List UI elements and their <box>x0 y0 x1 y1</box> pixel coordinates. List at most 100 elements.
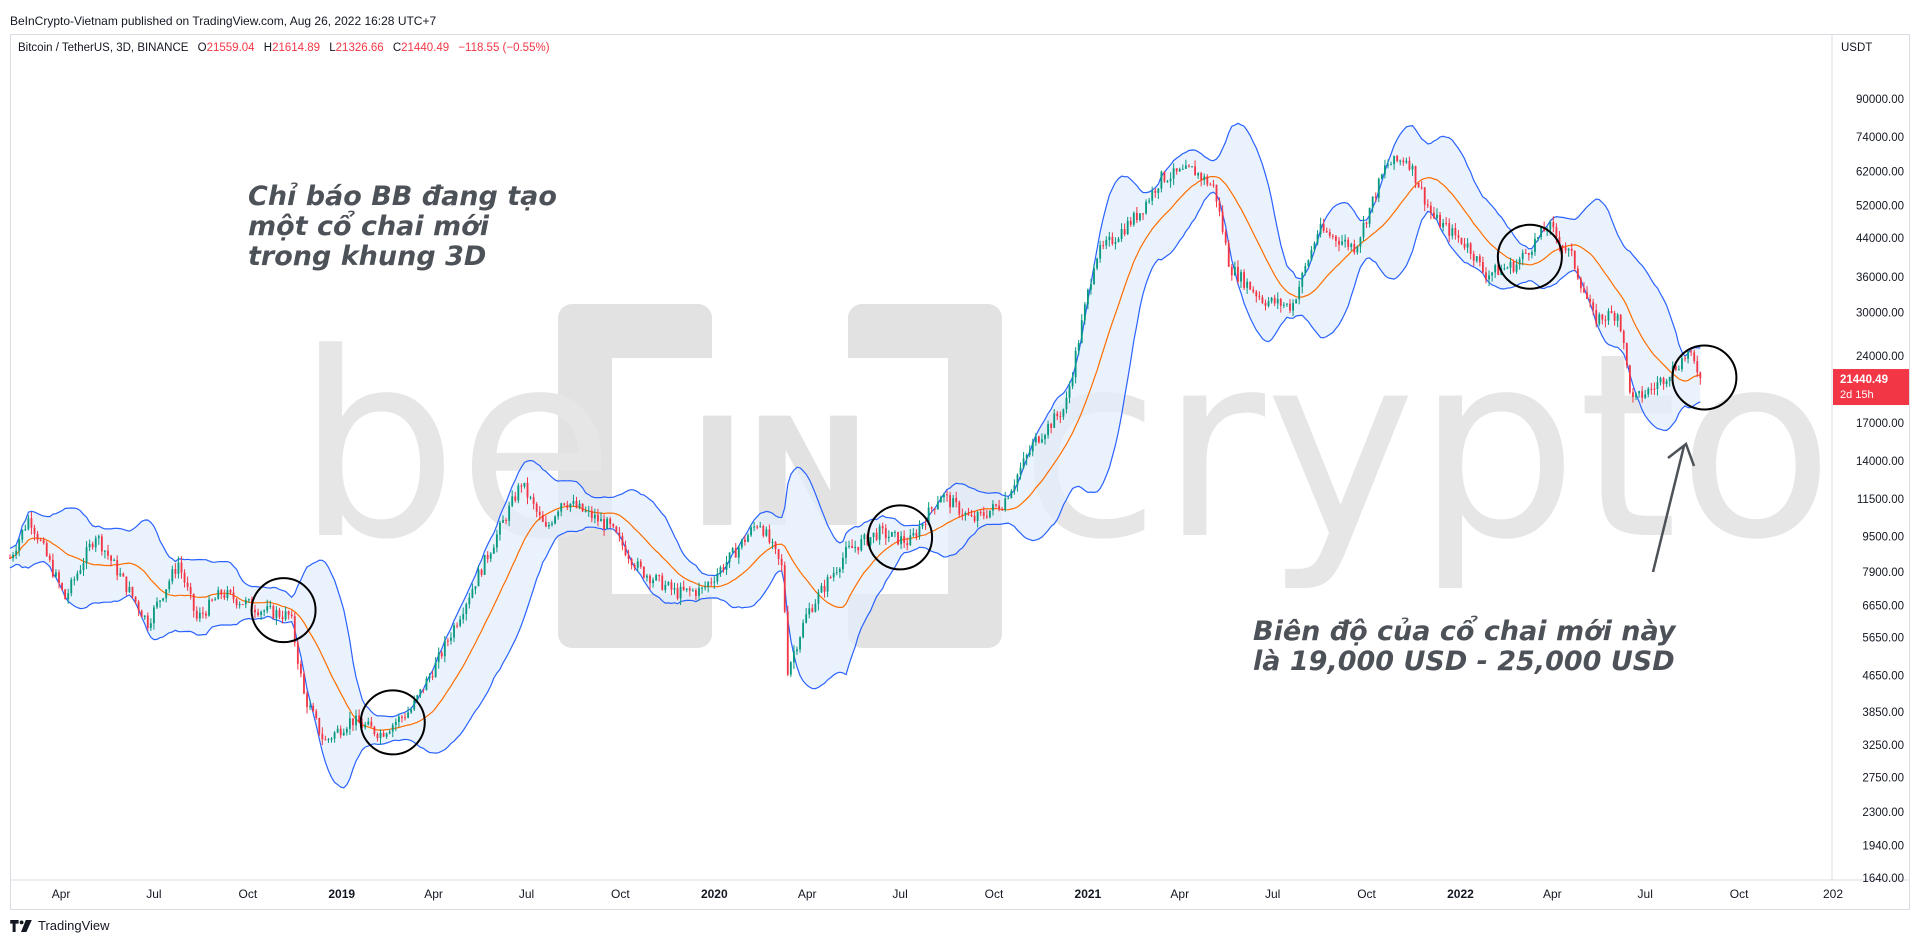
candle-body <box>226 590 229 598</box>
candle-body <box>811 608 814 612</box>
candle-body <box>425 678 428 691</box>
candle-body <box>1243 272 1245 288</box>
candle-body <box>1258 296 1261 298</box>
candle-body <box>1215 184 1218 202</box>
candle-body <box>915 533 918 537</box>
candle-body <box>1647 388 1650 395</box>
x-tick-label: Oct <box>1730 887 1749 901</box>
bollinger-basis-line <box>9 175 1701 731</box>
squeeze-circle <box>250 577 317 644</box>
candle-body <box>927 507 930 525</box>
candle-body <box>1111 236 1114 244</box>
candle-body <box>1328 232 1331 236</box>
candle-body <box>1552 222 1555 228</box>
candle-body <box>434 662 437 678</box>
candle-body <box>988 510 991 518</box>
candle-body <box>1610 311 1613 313</box>
candle-body <box>1687 351 1689 359</box>
candle-body <box>1478 256 1481 263</box>
candle-body <box>238 604 241 606</box>
candle-body <box>299 663 302 674</box>
publisher-line: BeInCrypto-Vietnam published on TradingV… <box>10 14 437 28</box>
candle-body <box>1188 165 1190 167</box>
candle-body <box>881 526 884 529</box>
candle-body <box>995 504 997 506</box>
candle-body <box>1099 245 1102 259</box>
candle-body <box>373 726 376 735</box>
candle-body <box>1362 222 1365 238</box>
candle-body <box>352 718 354 726</box>
candle-body <box>875 532 878 540</box>
candle-body <box>777 549 780 559</box>
y-tick-label: 44000.00 <box>1856 233 1904 245</box>
candle-body <box>808 608 811 615</box>
candle-body <box>1677 369 1680 371</box>
candle-body <box>324 739 327 741</box>
candle-body <box>1197 173 1200 176</box>
candle-body <box>1139 213 1141 221</box>
candle-body <box>569 503 572 508</box>
candle-body <box>535 503 538 512</box>
candle-body <box>731 548 734 553</box>
candle-body <box>1184 165 1187 169</box>
candle-body <box>1086 289 1089 305</box>
candle-body <box>1145 201 1147 214</box>
footer[interactable]: TradingView <box>10 918 110 933</box>
candle-body <box>933 508 936 510</box>
candle-body <box>260 611 263 615</box>
annotation-right-line: Biên độ của cổ chai mới này <box>1253 616 1676 647</box>
candle-body <box>437 652 440 663</box>
candle-body <box>1114 241 1117 244</box>
x-tick-label: 2020 <box>701 887 728 901</box>
candle-body <box>1347 239 1350 247</box>
y-tick-label: 2750.00 <box>1862 772 1904 784</box>
y-tick-label: 11500.00 <box>1857 494 1904 506</box>
candle-body <box>1001 509 1004 511</box>
candle-body <box>924 524 927 526</box>
candle-body <box>1148 200 1151 202</box>
candle-body <box>1077 342 1080 351</box>
candle-body <box>1537 236 1539 239</box>
squeeze-circle <box>867 504 934 571</box>
candle-body <box>1059 416 1062 418</box>
candle-body <box>878 526 881 540</box>
candle-body <box>909 535 912 546</box>
candle-body <box>1543 227 1546 232</box>
candle-body <box>1255 291 1258 297</box>
y-tick-label: 62000.00 <box>1856 167 1904 179</box>
candle-body <box>1191 166 1193 168</box>
candle-body <box>1641 391 1644 398</box>
candle-body <box>24 529 27 531</box>
candle-body <box>1279 298 1282 306</box>
candle-body <box>1497 265 1500 275</box>
candle-body <box>820 585 823 593</box>
candle-body <box>1512 261 1515 272</box>
candle-body <box>1377 178 1380 198</box>
candle-body <box>110 555 112 561</box>
candle-body <box>1439 214 1441 228</box>
countdown-label: 2d 15h <box>1840 389 1874 401</box>
candle-body <box>1579 278 1582 289</box>
candle-body <box>976 512 979 522</box>
candle-body <box>116 560 119 576</box>
close-label: C <box>392 42 402 54</box>
candle-body <box>698 587 700 596</box>
candle-body <box>1399 160 1402 162</box>
candle-body <box>312 705 315 712</box>
candle-body <box>113 560 116 562</box>
candle-body <box>440 652 443 657</box>
candle-body <box>581 503 584 512</box>
candle-body <box>532 497 535 504</box>
candle-body <box>1475 256 1478 261</box>
candle-body <box>1564 247 1567 251</box>
candle-body <box>1282 304 1285 306</box>
candle-body <box>27 518 30 530</box>
candle-body <box>1025 454 1028 459</box>
low-label: L <box>329 42 336 54</box>
symbol-name[interactable]: Bitcoin / TetherUS, 3D, BINANCE <box>18 42 189 54</box>
candle-body <box>416 695 419 701</box>
candle-body <box>578 503 581 508</box>
candle-body <box>162 598 165 601</box>
candle-body <box>1151 190 1154 201</box>
